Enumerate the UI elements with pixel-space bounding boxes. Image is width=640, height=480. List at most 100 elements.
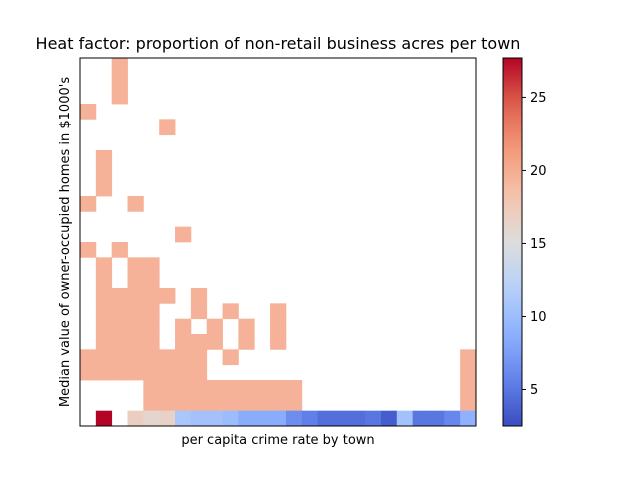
heatmap-cell (349, 410, 366, 427)
heatmap-cell (238, 318, 255, 335)
heatmap-cell (127, 257, 144, 274)
heatmap-cell (111, 88, 128, 105)
heatmap-cell (143, 288, 160, 304)
heatmap-cell (95, 180, 113, 197)
heatmap-cell (95, 318, 113, 335)
heatmap-cell (175, 318, 192, 335)
heatmap-cell (365, 410, 382, 427)
heatmap-cell (159, 288, 176, 304)
heatmap-cell (95, 364, 113, 381)
heatmap-cell (143, 349, 160, 366)
heatmap-cell (444, 410, 461, 427)
heatmap-cell (143, 334, 160, 350)
heatmap-cell (190, 334, 208, 350)
colorbar-tick-label: 5 (530, 383, 538, 398)
heatmap-cell (143, 395, 160, 412)
heatmap-cell (460, 395, 477, 412)
heatmap-cell (95, 410, 113, 427)
heatmap-cell (270, 380, 287, 396)
heatmap-cell (175, 364, 192, 381)
heatmap-cell (222, 303, 239, 320)
heatmap-cell (95, 334, 113, 350)
heatmap-cell (190, 410, 208, 427)
heatmap-cell (175, 349, 192, 366)
heatmap-cell (238, 334, 255, 350)
heatmap-cell (95, 165, 113, 182)
heatmap-cell (80, 364, 97, 381)
heatmap-cell (143, 410, 160, 427)
heatmap-cell (143, 364, 160, 381)
heatmap-cell (412, 410, 429, 427)
heatmap-cell (190, 288, 208, 304)
heatmap-cell (190, 380, 208, 396)
heatmap-cell (460, 349, 477, 366)
heatmap-cell (254, 380, 271, 396)
heatmap-cell (190, 349, 208, 366)
heatmap-cell (270, 410, 287, 427)
heatmap-cell (285, 380, 303, 396)
colorbar-tick-label: 15 (530, 237, 547, 252)
heatmap-cell (285, 395, 303, 412)
heatmap-cell (159, 364, 176, 381)
heatmap-cell (143, 318, 160, 335)
heatmap-cell (206, 380, 223, 396)
heatmap-cell (143, 272, 160, 289)
heatmap-cell (222, 410, 239, 427)
heatmap-cell (270, 395, 287, 412)
colorbar-tick-label: 25 (530, 91, 547, 106)
heatmap-cell (95, 349, 113, 366)
heatmap-cell (317, 410, 334, 427)
heatmap-cell (127, 196, 144, 212)
heatmap-cell (333, 410, 350, 427)
heatmap-cell (159, 380, 176, 396)
heatmap-cell (127, 334, 144, 350)
heatmap-cell (111, 318, 128, 335)
heatmap-cell (270, 303, 287, 320)
heatmap-cell (460, 364, 477, 381)
heatmap-cell (127, 318, 144, 335)
heatmap-cell (143, 257, 160, 274)
heatmap-cell (238, 380, 255, 396)
heatmap-cell (270, 334, 287, 350)
heatmap-cell (127, 288, 144, 304)
heatmap-cell (428, 410, 445, 427)
heatmap-cell (254, 410, 271, 427)
heatmap-cell (80, 349, 97, 366)
heatmap-cell (111, 364, 128, 381)
heatmap-cell (159, 395, 176, 412)
heatmap-cell (175, 226, 192, 243)
colorbar-gradient (502, 57, 523, 427)
colorbar: 5 10 15 20 25 (502, 57, 547, 427)
heatmap-cell (175, 334, 192, 350)
heatmap-cell (95, 257, 113, 274)
heatmap-cell (396, 410, 414, 427)
heatmap-cell (159, 119, 176, 136)
heatmap-cell (175, 395, 192, 412)
heatmap-cell (190, 395, 208, 412)
heatmap-cell (111, 58, 128, 74)
heatmap-cell (159, 349, 176, 366)
heatmap-cell (270, 318, 287, 335)
heatmap-cell (254, 395, 271, 412)
heatmap-cell (301, 410, 318, 427)
colorbar-ticks: 5 10 15 20 25 (522, 91, 547, 398)
heatmap-cell (175, 380, 192, 396)
heatmap-cell (206, 334, 223, 350)
heatmap-cell (127, 349, 144, 366)
heatmap-cell (143, 303, 160, 320)
heatmap-cell (222, 380, 239, 396)
heatmap-cell (80, 104, 97, 120)
heatmap-cell (127, 272, 144, 289)
heatmap-cell (127, 303, 144, 320)
heatmap-cell (175, 410, 192, 427)
heatmap-cell (380, 410, 398, 427)
heatmap-cell (111, 334, 128, 350)
heatmap-cell (238, 395, 255, 412)
heatmap-cell (111, 73, 128, 90)
heatmap-cell (222, 395, 239, 412)
heatmap-cell (460, 410, 477, 427)
heatmap-cell (143, 380, 160, 396)
heatmap-cell (80, 242, 97, 258)
heatmap-cell (111, 303, 128, 320)
